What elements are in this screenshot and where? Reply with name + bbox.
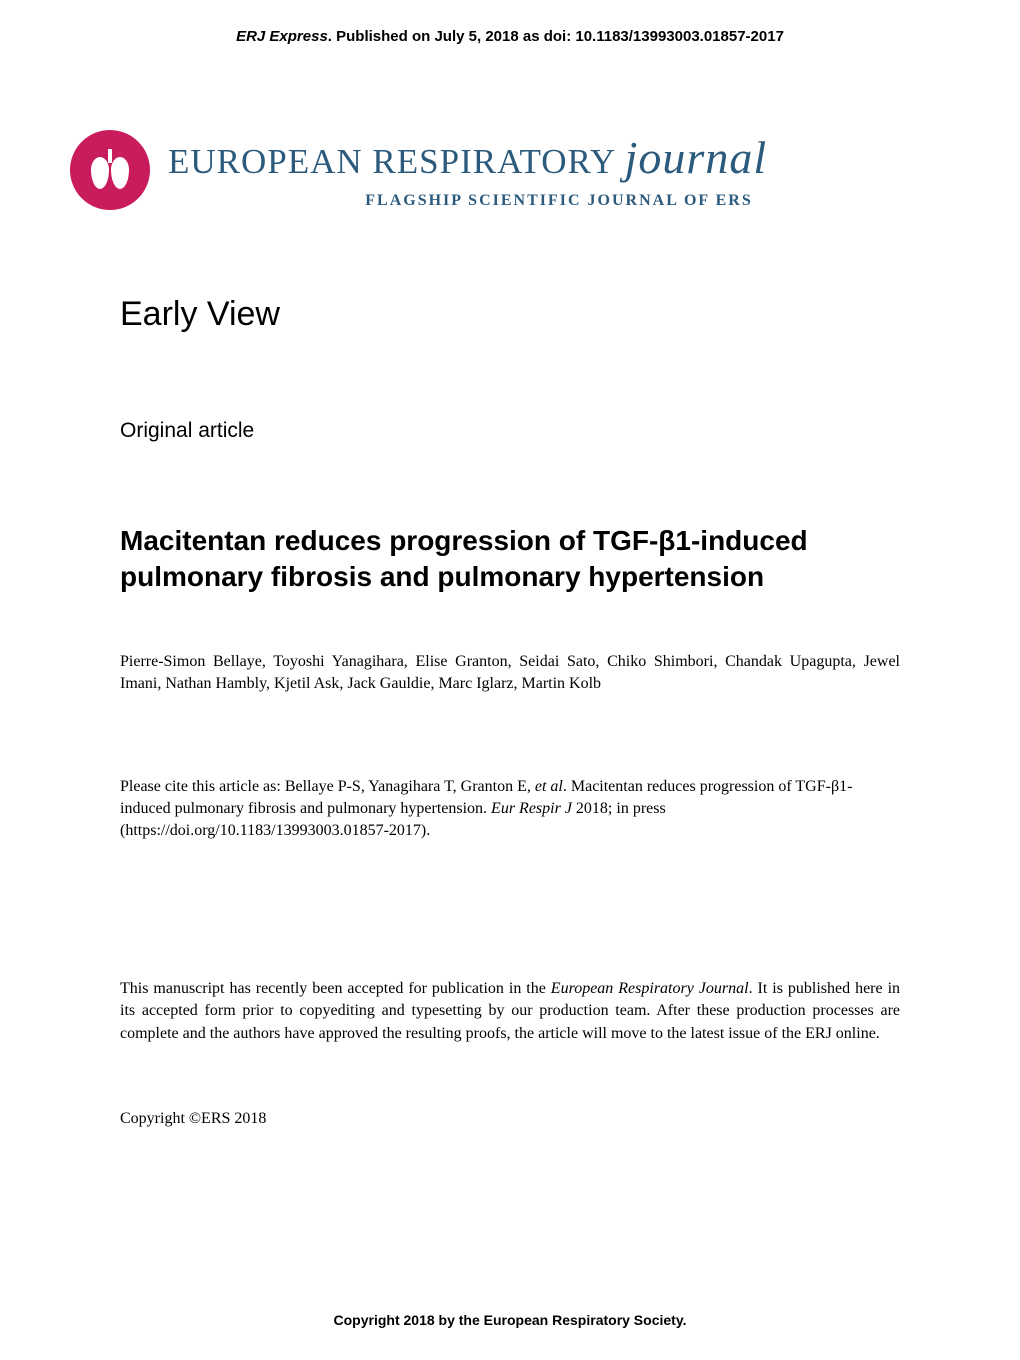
journal-logo-section: EUROPEAN RESPIRATORY journal FLAGSHIP SC… bbox=[0, 45, 1020, 210]
journal-title-block: EUROPEAN RESPIRATORY journal FLAGSHIP SC… bbox=[168, 131, 950, 210]
citation-prefix: Please cite this article as: Bellaye P-S… bbox=[120, 778, 535, 795]
journal-name-italic: journal bbox=[625, 132, 767, 183]
copyright-ers: Copyright ©ERS 2018 bbox=[120, 1110, 900, 1128]
citation-block: Please cite this article as: Bellaye P-S… bbox=[120, 776, 900, 843]
citation-etal: et al bbox=[535, 778, 563, 795]
footer-copyright: Copyright 2018 by the European Respirato… bbox=[0, 1312, 1020, 1328]
article-title: Macitentan reduces progression of TGF-β1… bbox=[120, 523, 900, 596]
early-view-heading: Early View bbox=[120, 295, 900, 334]
published-date: . Published on July 5, 2018 as doi: 10.1… bbox=[328, 28, 784, 45]
article-type-label: Original article bbox=[120, 419, 900, 443]
disclaimer-block: This manuscript has recently been accept… bbox=[120, 978, 900, 1045]
journal-title: EUROPEAN RESPIRATORY journal bbox=[168, 131, 950, 184]
journal-subtitle: FLAGSHIP SCIENTIFIC JOURNAL OF ERS bbox=[168, 192, 950, 210]
authors-list: Pierre-Simon Bellaye, Toyoshi Yanagihara… bbox=[120, 651, 900, 696]
ers-logo-icon bbox=[70, 130, 150, 210]
citation-journal-abbr: Eur Respir J bbox=[491, 800, 572, 817]
header-publication-info: ERJ Express. Published on July 5, 2018 a… bbox=[0, 0, 1020, 45]
article-content: Early View Original article Macitentan r… bbox=[0, 295, 1020, 1128]
journal-name-main: EUROPEAN RESPIRATORY bbox=[168, 142, 625, 181]
disclaimer-journal-name: European Respiratory Journal bbox=[551, 980, 749, 997]
journal-express-label: ERJ Express bbox=[236, 28, 328, 45]
disclaimer-prefix: This manuscript has recently been accept… bbox=[120, 980, 551, 997]
